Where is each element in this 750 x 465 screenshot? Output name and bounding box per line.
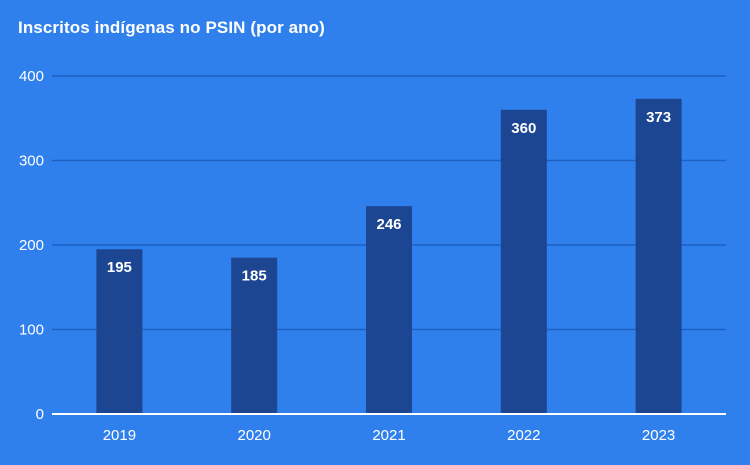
x-tick-label-2022: 2022 [507,427,540,444]
data-labels: 195 185 246 360 373 [107,109,671,285]
y-tick-label-0: 0 [36,406,44,423]
data-label-2020: 185 [242,268,267,285]
x-tick-label-2020: 2020 [238,427,271,444]
y-axis-ticks: 0 100 200 300 400 [19,68,44,423]
y-tick-label-100: 100 [19,322,44,339]
data-label-2021: 246 [376,216,401,233]
data-label-2019: 195 [107,259,132,276]
y-tick-label-300: 300 [19,153,44,170]
x-tick-label-2021: 2021 [372,427,405,444]
data-label-2022: 360 [511,120,536,137]
x-axis-labels: 2019 2020 2021 2022 2023 [103,427,676,444]
bar-2022 [500,109,547,415]
bars [96,98,682,415]
data-label-2023: 373 [646,109,671,126]
bar-2021 [366,206,412,414]
bar-2023 [635,98,682,414]
x-tick-label-2023: 2023 [642,427,675,444]
y-tick-label-200: 200 [19,237,44,254]
bar-2019 [96,249,143,414]
y-tick-label-400: 400 [19,68,44,85]
chart-title: Inscritos indígenas no PSIN (por ano) [18,18,325,37]
bar-2020 [231,257,278,414]
x-tick-label-2019: 2019 [103,427,136,444]
